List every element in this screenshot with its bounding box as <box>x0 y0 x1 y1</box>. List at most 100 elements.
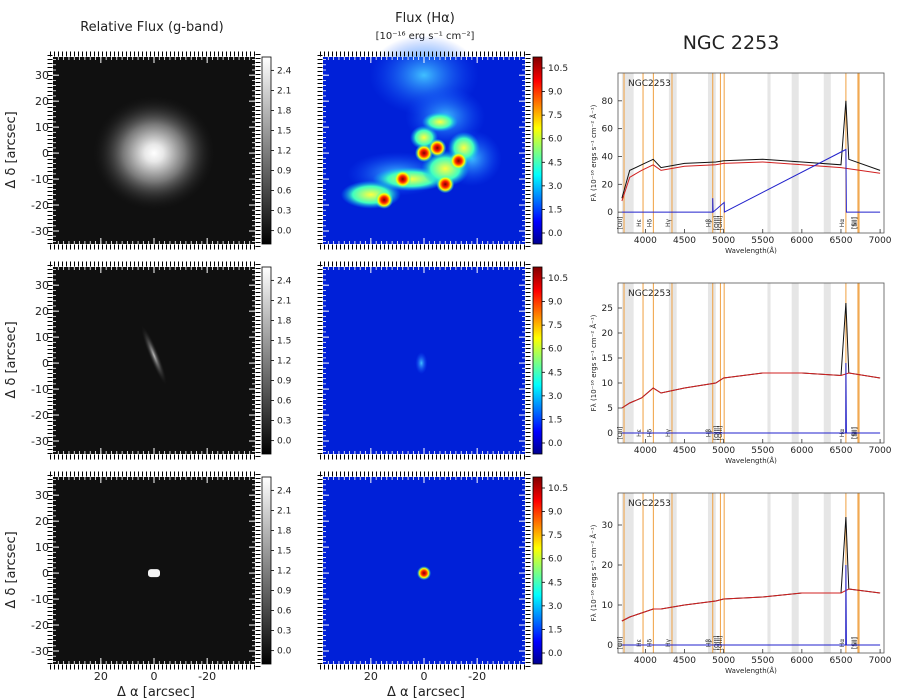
masked-band <box>621 493 634 653</box>
y-tick-label: 0 <box>42 567 49 580</box>
spectrum-xlabel: Wavelength(Å) <box>725 456 777 465</box>
y-tick-label: 25 <box>602 304 613 314</box>
colorbar-tick-label: 0.3 <box>277 207 291 217</box>
y-tick-label: 10 <box>602 379 614 389</box>
line-label: [SII] <box>851 637 858 649</box>
masked-band <box>668 493 677 653</box>
gband-map-row3: 30 20 10 0 -10 -20 -30 20 0 -20 2.4 2.1 1.8 1.5 1.2 0.9… <box>31 471 292 683</box>
y-tick-label: 20 <box>35 95 49 108</box>
colorbar-tick-label: 1.5 <box>548 415 562 425</box>
spectra-layer: [OII] Hε Hδ Hγ Hβ [OIII][OIII] Hα [SII][SII]020… <box>589 72 892 675</box>
line-label: [SII] <box>851 217 858 229</box>
hotspot <box>436 175 455 194</box>
spectrum-xlabel: Wavelength(Å) <box>725 666 777 675</box>
x-tick-label: 0 <box>151 670 158 683</box>
series-model <box>621 588 881 622</box>
y-tick-label: 20 <box>35 305 49 318</box>
y-tick-label: 30 <box>602 521 614 531</box>
colorbar-tick-label: 1.2 <box>277 147 291 157</box>
x-tick-label: -20 <box>468 670 486 683</box>
colorbar-tick-label: 2.4 <box>277 486 292 496</box>
x-tick-label: 4500 <box>673 446 696 456</box>
y-tick-label: 10 <box>35 331 49 344</box>
y-tick-label: -10 <box>31 173 49 186</box>
x-tick-label: 4500 <box>673 656 696 666</box>
series-model <box>621 161 881 202</box>
ylabel-row3: Δ δ [arcsec] <box>4 531 19 608</box>
masked-band <box>707 283 716 443</box>
x-tick-label: 6000 <box>790 656 813 666</box>
colorbar-tick-label: 3.0 <box>548 602 563 612</box>
line-label: Hγ <box>665 639 672 648</box>
y-tick-label: 0 <box>42 357 49 370</box>
colorbar-tick-label: 1.5 <box>277 336 291 346</box>
y-tick-label: 30 <box>35 279 49 292</box>
masked-band <box>668 283 677 443</box>
hotspot <box>375 190 394 209</box>
colorbar-tick-label: 1.8 <box>277 526 292 536</box>
colorbar-tick-label: 1.5 <box>277 126 291 136</box>
object-label: NGC2253 <box>628 79 671 89</box>
colorbar <box>261 56 272 245</box>
masked-band <box>767 493 771 653</box>
hotspot <box>428 138 447 157</box>
central-spot <box>148 569 160 578</box>
y-tick-label: 0 <box>607 641 613 651</box>
elongated-glow <box>140 324 168 386</box>
x-tick-label: 6000 <box>790 236 813 246</box>
x-tick-label: 6500 <box>830 446 853 456</box>
colorbar-tick-label: 10.5 <box>548 484 568 494</box>
line-label: [OIII] <box>717 216 724 231</box>
ylabel-row1: Δ δ [arcsec] <box>4 111 19 188</box>
hotspot <box>449 151 468 170</box>
plot-frame <box>617 72 885 234</box>
tick-rim <box>47 261 261 460</box>
y-tick-label: 60 <box>602 125 614 135</box>
colorbar-tick-label: 0.0 <box>548 439 563 449</box>
spectrum-ylabel: Fλ (10⁻¹⁶ ergs s⁻¹ cm⁻² Å⁻¹) <box>589 104 598 201</box>
maps-layer: 30 20 10 0 -10 -20 -30 2.4 2.1 1.8 1.5 1.2 0.9 0.6 0.3… <box>31 35 568 683</box>
x-tick-label: 4000 <box>634 656 657 666</box>
colorbar <box>532 476 543 665</box>
line-label: [SII] <box>852 217 859 229</box>
y-tick-label: 0 <box>42 147 49 160</box>
y-tick-label: 5 <box>607 404 613 414</box>
col1-title: Relative Flux (g-band) <box>80 20 224 35</box>
tick-rim <box>317 471 531 670</box>
gband-map-row2: 30 20 10 0 -10 -20 -30 2.4 2.1 1.8 1.5 1.2 0.9 0.6 0.3… <box>31 261 292 460</box>
colorbar-tick-label: 10.5 <box>548 64 568 74</box>
x-tick-label: 20 <box>94 670 108 683</box>
colorbar-tick-label: 0.6 <box>277 187 292 197</box>
spectrum-panel-1: [OII] Hε Hδ Hγ Hβ [OIII][OIII] Hα [SII][SII]020… <box>589 72 892 255</box>
x-tick-label: 7000 <box>869 446 892 456</box>
colorbar-tick-label: 1.2 <box>277 567 291 577</box>
colorbar-tick-label: 0.6 <box>277 397 292 407</box>
masked-band <box>707 493 716 653</box>
x-tick-label: 0 <box>421 670 428 683</box>
x-tick-label: 4000 <box>634 446 657 456</box>
y-tick-label: 0 <box>607 208 613 218</box>
colorbar-tick-label: 9.0 <box>548 88 563 98</box>
y-tick-label: 20 <box>35 515 49 528</box>
y-tick-label: 20 <box>602 329 614 339</box>
colorbar-tick-label: 7.5 <box>548 531 562 541</box>
colorbar-tick-label: 2.1 <box>277 86 291 96</box>
masked-band <box>823 493 831 653</box>
y-tick-label: -30 <box>31 435 49 448</box>
line-label: Hα <box>839 639 846 648</box>
spectrum-panel-3: [OII] Hε Hδ Hγ Hβ [OIII][OIII] Hα [SII][SII]010… <box>589 492 892 675</box>
series-observed <box>621 100 881 199</box>
colorbar-tick-label: 3.0 <box>548 392 563 402</box>
halpha-map-row1: 10.5 9.0 7.5 6.0 4.5 3.0 1.5 0.0 <box>317 35 568 250</box>
colorbar-tick-label: 2.1 <box>277 296 291 306</box>
colorbar-tick-label: 2.4 <box>277 276 292 286</box>
hotspot <box>417 566 431 581</box>
series-model <box>621 372 881 409</box>
colorbar-tick-label: 1.5 <box>548 625 562 635</box>
colorbar-tick-label: 1.5 <box>277 546 291 556</box>
galaxy-glow <box>92 95 216 212</box>
colorbar-tick-label: 3.0 <box>548 182 563 192</box>
halpha-map-row2: 10.5 9.0 7.5 6.0 4.5 3.0 1.5 0.0 <box>317 261 568 460</box>
tick-rim <box>317 261 531 460</box>
